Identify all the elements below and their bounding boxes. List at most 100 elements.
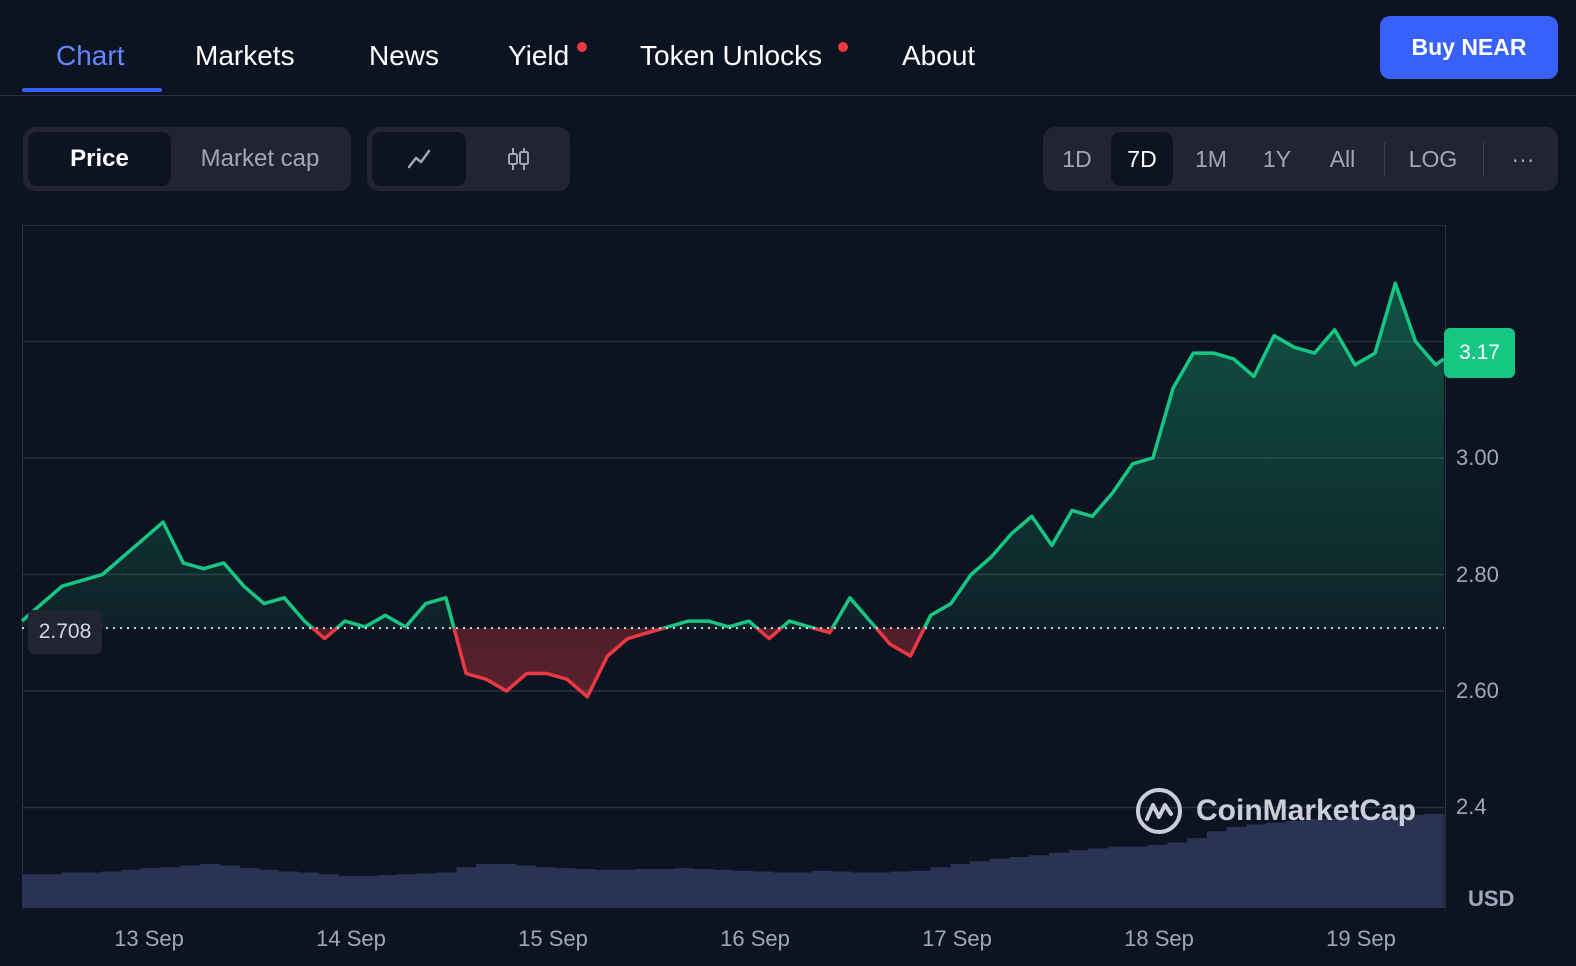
volume-bar: [594, 869, 615, 908]
coinmarketcap-logo-icon: [1136, 788, 1182, 834]
volume-bar: [713, 869, 734, 908]
volume-bar: [1147, 844, 1168, 908]
volume-bar: [1009, 857, 1030, 908]
volume-bar: [22, 874, 43, 908]
volume-bar: [673, 868, 694, 908]
more-options-button[interactable]: ···: [1511, 145, 1535, 172]
x-axis-label: 19 Sep: [1326, 926, 1396, 951]
volume-bar: [851, 872, 872, 908]
volume-bar: [1068, 850, 1089, 908]
tab-chart[interactable]: Chart: [56, 40, 125, 71]
volume-bar: [219, 865, 240, 908]
volume-bar: [160, 867, 181, 908]
volume-bar: [555, 868, 576, 908]
volume-bar: [1108, 846, 1129, 908]
tab-yield[interactable]: Yield: [508, 40, 570, 71]
volume-bar: [1167, 842, 1188, 908]
candlestick-icon: [507, 148, 529, 170]
volume-bar: [199, 863, 220, 908]
range-all-button[interactable]: All: [1329, 145, 1356, 172]
volume-bar: [1365, 816, 1386, 908]
volume-bar: [950, 863, 971, 908]
volume-bar: [1187, 838, 1208, 908]
active-tab-indicator: [22, 88, 162, 92]
volume-bar: [1345, 817, 1366, 908]
x-axis-label: 14 Sep: [316, 926, 386, 951]
volume-bar: [970, 861, 991, 908]
volume-bar: [1286, 820, 1307, 908]
baseline-price-tag: 2.708: [28, 610, 102, 654]
range-selector: 1D 7D 1M 1Y All LOG ···: [1043, 127, 1558, 191]
volume-bar: [456, 867, 477, 908]
volume-bar: [377, 875, 398, 908]
yield-notification-dot: [577, 42, 587, 52]
volume-bar: [180, 865, 201, 908]
x-axis-label: 18 Sep: [1124, 926, 1194, 951]
volume-bar: [891, 871, 912, 908]
volume-bar: [1424, 814, 1445, 908]
volume-bar: [318, 874, 339, 908]
y-axis-label: 2.60: [1456, 678, 1499, 703]
volume-bar: [1088, 848, 1109, 908]
volume-bar: [357, 875, 378, 908]
volume-bar: [792, 872, 813, 908]
volume-bar: [397, 874, 418, 908]
tab-about[interactable]: About: [902, 40, 976, 71]
volume-bar: [831, 871, 852, 908]
price-area-up: [22, 283, 1444, 629]
x-axis-label: 15 Sep: [518, 926, 588, 951]
volume-bar: [496, 863, 517, 908]
buy-near-button[interactable]: Buy NEAR: [1380, 16, 1558, 79]
volume-bar: [930, 867, 951, 908]
candlestick-chart-button[interactable]: [470, 132, 565, 186]
volume-bar: [1246, 824, 1267, 908]
x-axis-label: 13 Sep: [114, 926, 184, 951]
volume-bar: [81, 872, 102, 908]
volume-bar: [338, 875, 359, 908]
volume-bar: [61, 872, 82, 908]
y-axis-label: 2.4: [1456, 794, 1487, 819]
range-1m-button[interactable]: 1M: [1195, 145, 1227, 172]
volume-bar: [1029, 855, 1050, 908]
volume-bar: [120, 869, 141, 908]
tab-token-unlocks[interactable]: Token Unlocks: [640, 40, 823, 71]
volume-bar: [1128, 846, 1149, 908]
tab-news[interactable]: News: [369, 40, 440, 71]
volume-bar: [535, 867, 556, 908]
price-toggle-button[interactable]: Price: [28, 132, 171, 186]
volume-bar: [614, 869, 635, 908]
volume-bar: [634, 869, 655, 908]
volume-bar: [1226, 826, 1247, 908]
volume-bar: [278, 871, 299, 908]
range-7d-button[interactable]: 7D: [1111, 132, 1173, 186]
x-axis-label: 16 Sep: [720, 926, 790, 951]
volume-bar: [1207, 831, 1228, 908]
market-cap-toggle-button[interactable]: Market cap: [200, 145, 320, 172]
volume-bar: [812, 870, 833, 908]
y-axis-label: 2.80: [1456, 562, 1499, 587]
range-1d-button[interactable]: 1D: [1062, 145, 1092, 172]
x-axis-label: 17 Sep: [922, 926, 992, 951]
volume-bar: [515, 865, 536, 908]
volume-bar: [239, 868, 260, 908]
chart-style-toggle: [367, 127, 570, 191]
volume-bar: [752, 871, 773, 908]
coinmarketcap-watermark: CoinMarketCap: [1134, 786, 1416, 836]
volume-bar: [436, 872, 457, 908]
top-nav: Chart Markets News Yield Token Unlocks A…: [0, 0, 1576, 96]
volume-bar: [575, 869, 596, 908]
watermark-text: CoinMarketCap: [1196, 794, 1417, 827]
volume-bar: [1049, 852, 1070, 908]
volume-bar: [476, 863, 497, 908]
volume-bar: [910, 870, 931, 908]
volume-bar: [1404, 814, 1425, 908]
line-chart-icon: [407, 149, 431, 169]
tab-markets[interactable]: Markets: [195, 40, 295, 71]
volume-bar: [1266, 822, 1287, 908]
log-scale-button[interactable]: LOG: [1408, 145, 1458, 172]
metric-toggle: Price Market cap: [23, 127, 351, 191]
line-chart-button[interactable]: [372, 132, 466, 186]
range-1y-button[interactable]: 1Y: [1262, 145, 1292, 172]
volume-bar: [1305, 819, 1326, 908]
